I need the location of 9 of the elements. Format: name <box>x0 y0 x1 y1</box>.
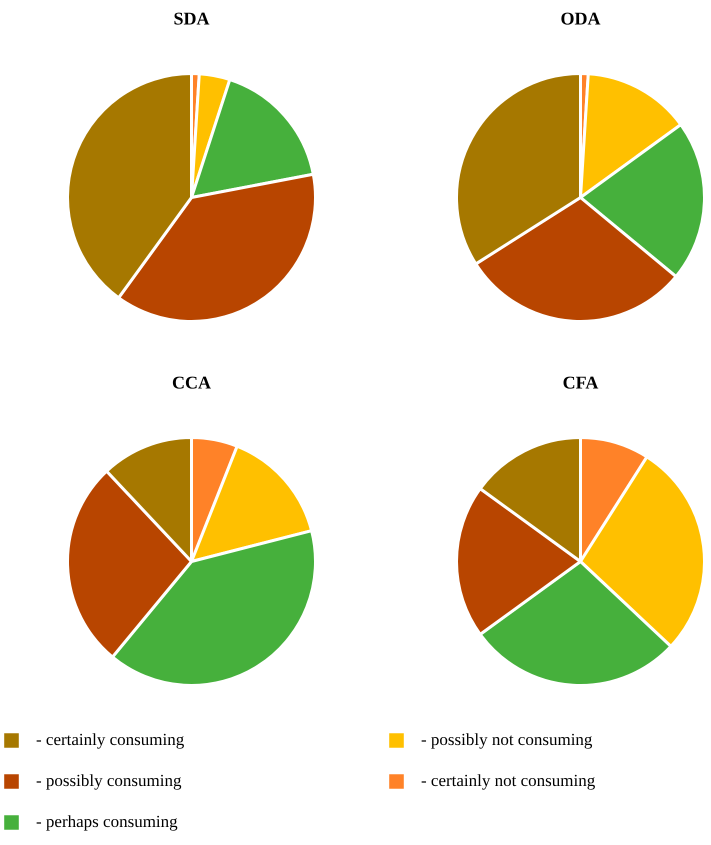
legend-label: - possibly consuming <box>36 771 182 791</box>
chart-title: ODA <box>560 8 600 28</box>
legend-label: - certainly consuming <box>36 730 186 750</box>
chart-title: CCA <box>172 372 211 392</box>
legend-label: - possibly not consuming <box>421 730 594 750</box>
chart-title: SDA <box>173 8 210 28</box>
chart-title: CFA <box>562 372 598 392</box>
legend-label: - perhaps consuming <box>36 812 179 832</box>
legend-label: - certainly not consuming <box>421 771 596 791</box>
